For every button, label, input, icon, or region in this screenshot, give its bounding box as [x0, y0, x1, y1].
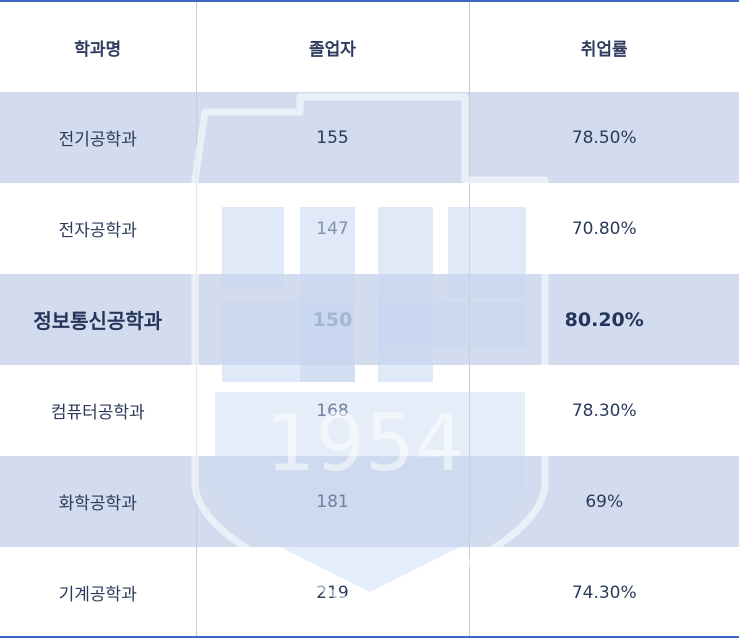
- graduates-cell: 219: [195, 547, 469, 636]
- table-row: 컴퓨터공학과 168 78.30%: [0, 365, 739, 456]
- table-row: 화학공학과 181 69%: [0, 456, 739, 547]
- rate-cell: 78.30%: [468, 365, 739, 456]
- rate-cell: 70.80%: [468, 183, 739, 274]
- graduates-cell: 181: [195, 456, 469, 547]
- graduates-cell: 155: [195, 92, 469, 183]
- table-row: 기계공학과 219 74.30%: [0, 547, 739, 636]
- graduates-cell: 150: [195, 274, 469, 365]
- department-cell: 컴퓨터공학과: [50, 403, 145, 423]
- header-department: 학과명: [74, 39, 122, 60]
- rate-cell: 69%: [468, 456, 739, 547]
- rate-cell: 80.20%: [468, 274, 739, 365]
- graduates-cell: 168: [195, 365, 469, 456]
- table-row: 전자공학과 147 70.80%: [0, 183, 739, 274]
- rate-cell: 78.50%: [468, 92, 739, 183]
- header-row: 학과명 졸업자 취업률: [0, 2, 739, 92]
- graduates-cell: 147: [195, 183, 469, 274]
- table-body: 전기공학과 155 78.50% 전자공학과 147 70.80% 정보통신공학…: [0, 92, 739, 636]
- department-cell: 화학공학과: [58, 494, 137, 514]
- header-employment-rate: 취업률: [468, 2, 739, 92]
- department-cell: 전자공학과: [58, 221, 137, 241]
- department-cell: 기계공학과: [58, 585, 137, 605]
- table-row: 전기공학과 155 78.50%: [0, 92, 739, 183]
- table-header: 학과명 졸업자 취업률: [0, 2, 739, 92]
- header-graduates: 졸업자: [195, 2, 469, 92]
- department-cell: 정보통신공학과: [33, 309, 163, 333]
- table-row-highlighted: 정보통신공학과 150 80.20%: [0, 274, 739, 365]
- rate-cell: 74.30%: [468, 547, 739, 636]
- department-cell: 전기공학과: [58, 130, 137, 150]
